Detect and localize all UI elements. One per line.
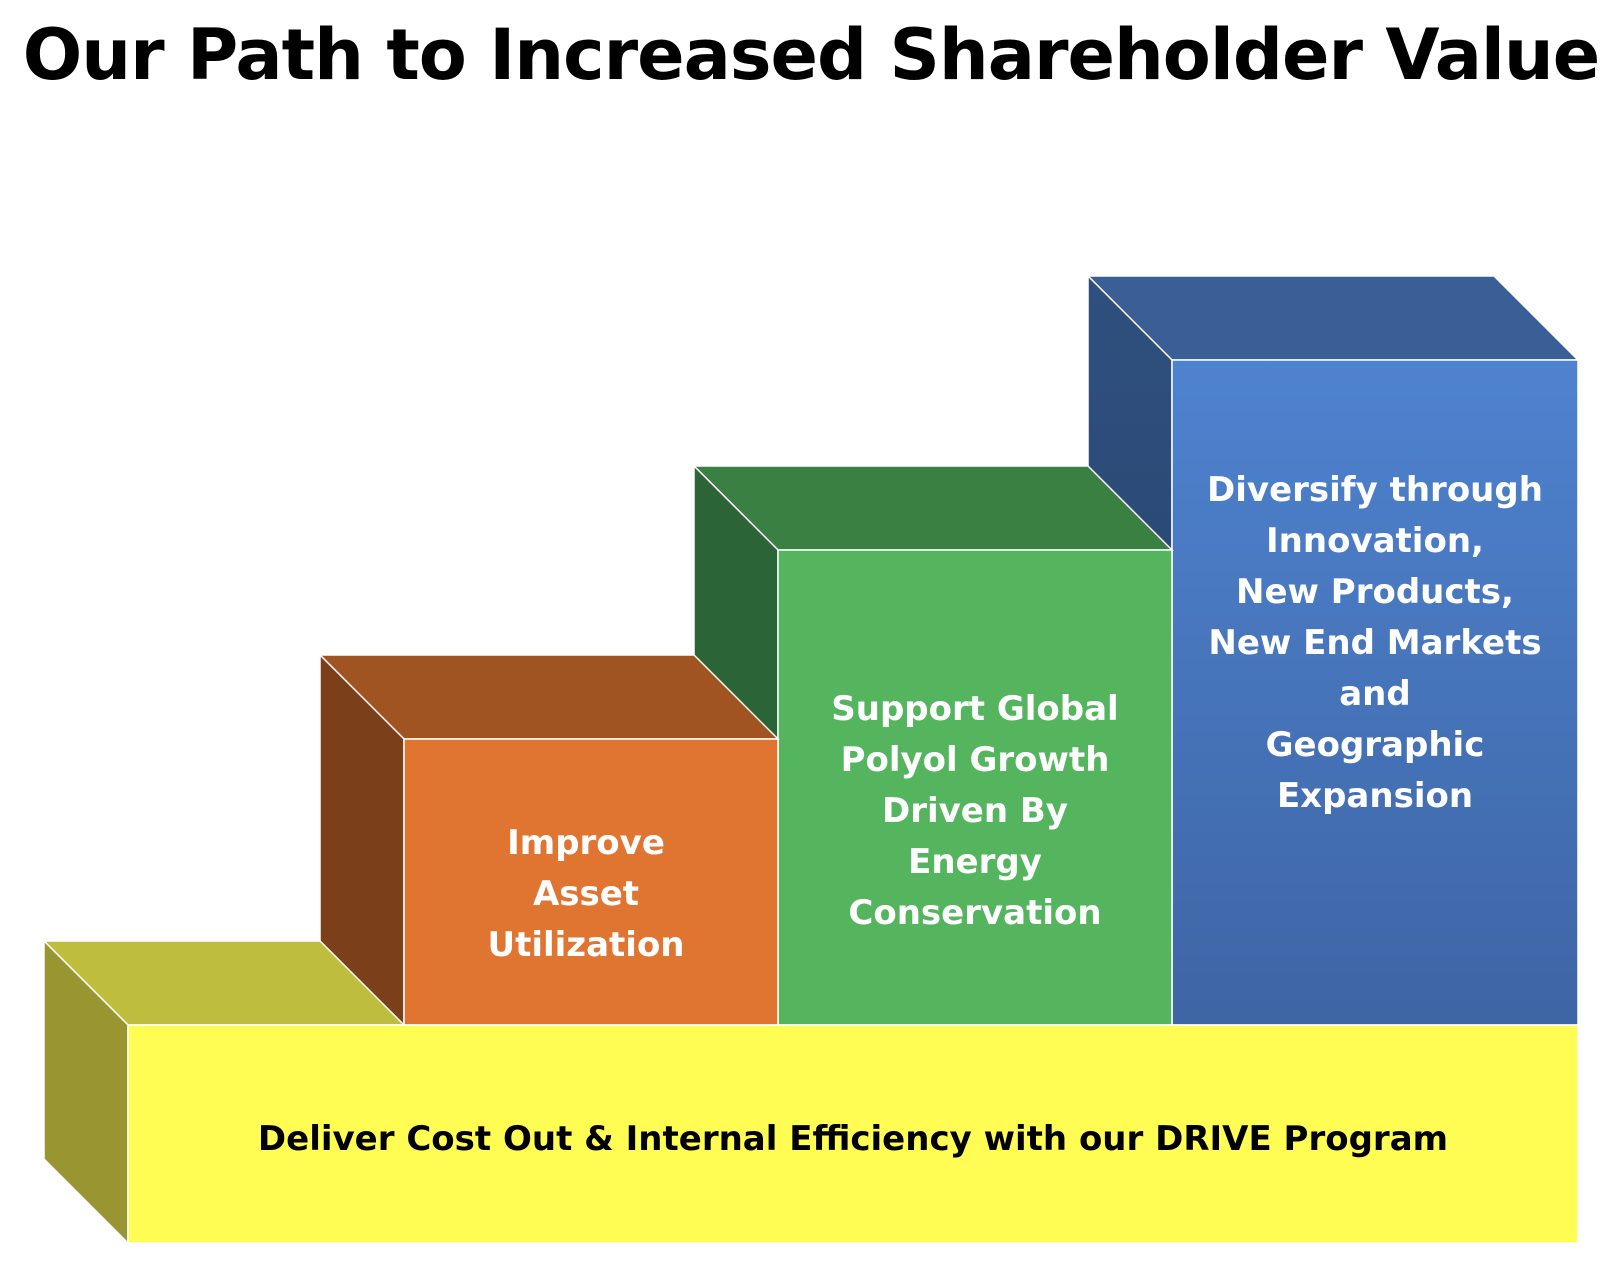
step-2-front-face xyxy=(777,549,1173,1026)
foundation-block xyxy=(42,939,1579,1245)
step-3-top-face xyxy=(1086,275,1580,361)
step-1-block xyxy=(318,653,780,1027)
page-title: Our Path to Increased Shareholder Value xyxy=(22,14,1600,96)
step-2-label: Support Global Polyol Growth Driven By E… xyxy=(831,688,1119,933)
foundation-front-face xyxy=(127,1024,1579,1244)
step-1-front-face xyxy=(403,738,779,1026)
foundation-label: Deliver Cost Out & Internal Efficiency w… xyxy=(257,1119,1449,1159)
step-1-label: Improve Asset Utilization xyxy=(487,822,685,965)
step-3-label: Diversify through Innovation, New Produc… xyxy=(1207,469,1543,816)
